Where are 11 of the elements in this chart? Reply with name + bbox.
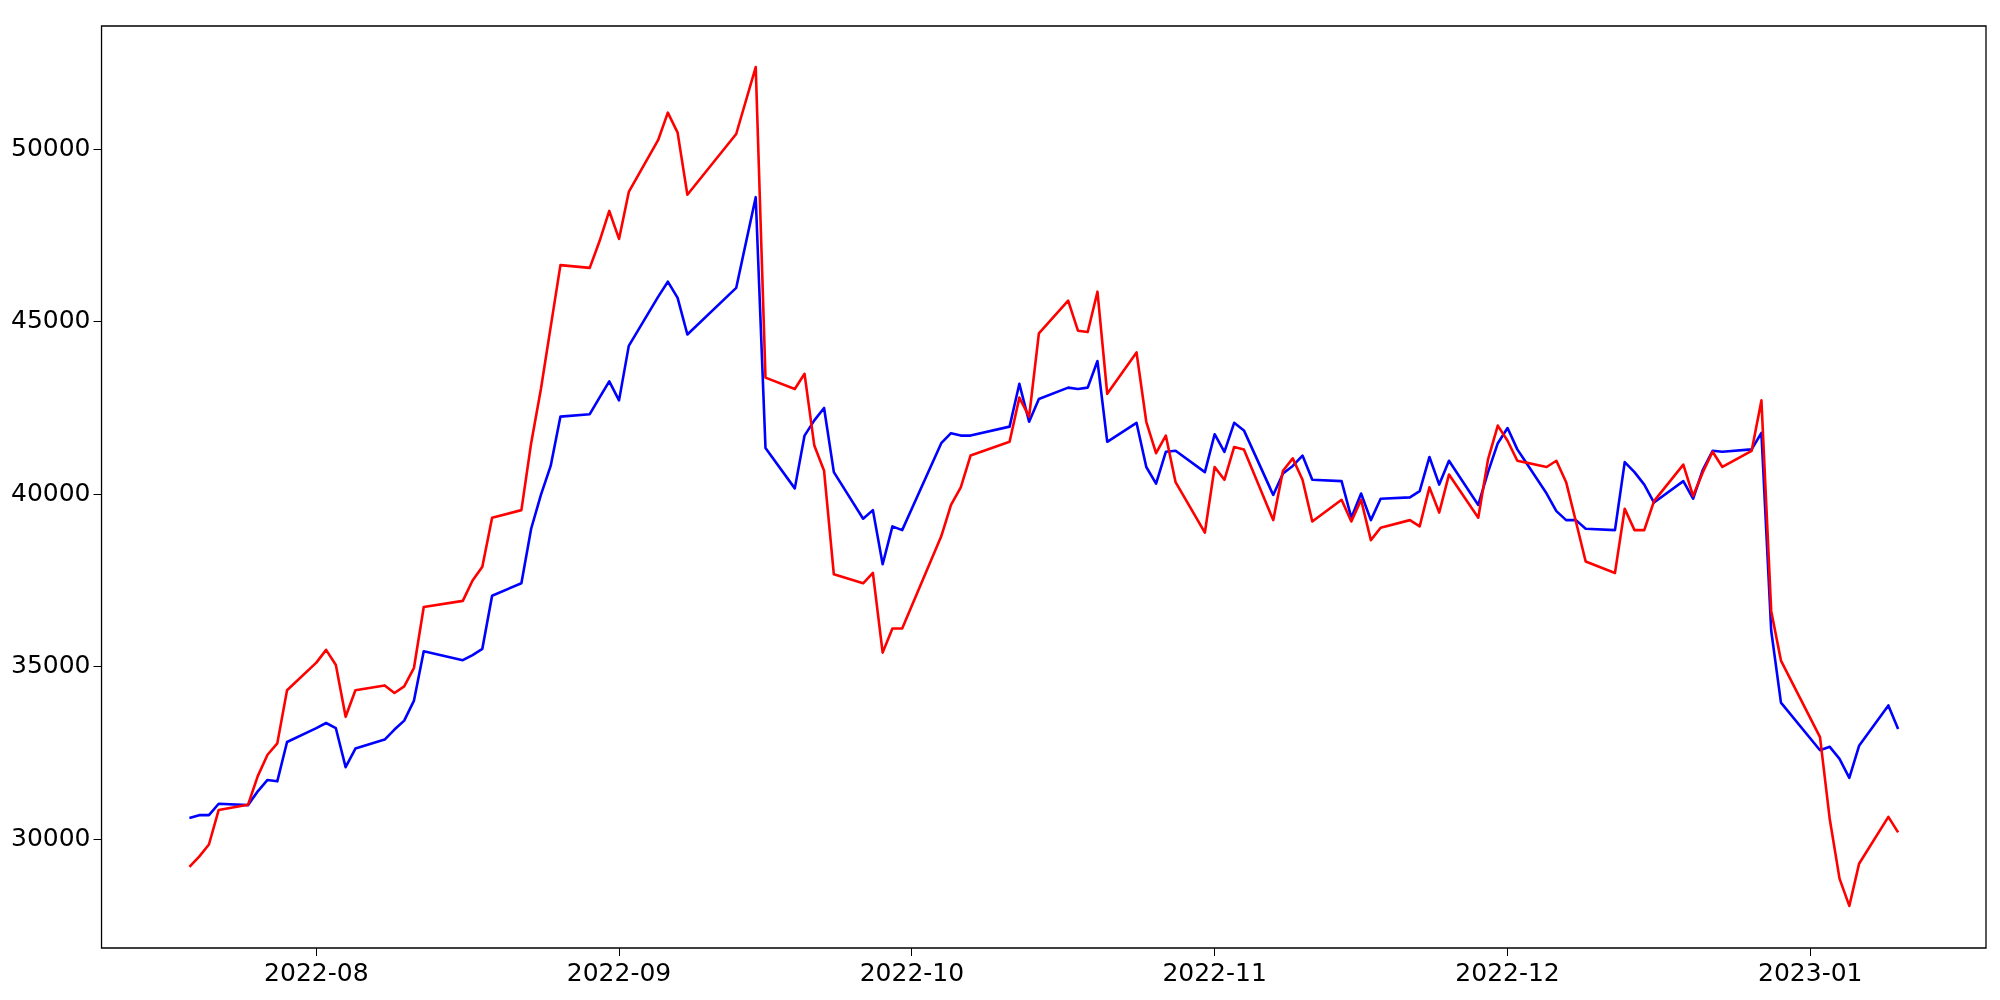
x-tick-label: 2022-09 (566, 957, 672, 987)
y-tick-label: 45000 (11, 305, 91, 335)
y-tick-label: 40000 (11, 477, 91, 507)
x-tick-label: 2023-01 (1758, 957, 1863, 987)
x-tick-label: 2022-08 (264, 957, 369, 987)
x-tick-label: 2022-12 (1455, 957, 1560, 987)
x-tick-label: 2022-10 (859, 957, 965, 987)
y-tick-label: 50000 (11, 132, 91, 162)
x-tick-label: 2022-11 (1162, 957, 1267, 987)
y-tick-label: 30000 (11, 822, 91, 852)
y-tick-label: 35000 (11, 650, 91, 680)
